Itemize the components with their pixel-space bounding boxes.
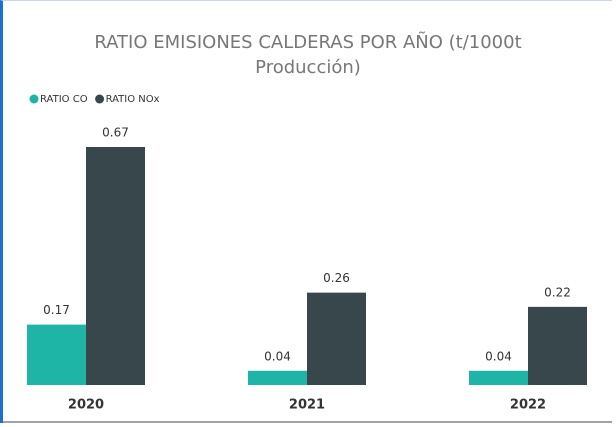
- legend-swatch: [95, 94, 105, 104]
- bar: [27, 324, 86, 385]
- bar: [528, 306, 587, 385]
- bar: [469, 370, 528, 385]
- legend-swatch: [29, 94, 39, 104]
- bar: [307, 292, 366, 385]
- bar: [248, 370, 307, 385]
- value-label: 0.04: [485, 349, 512, 363]
- legend-label: RATIO CO: [40, 94, 88, 105]
- bar: [86, 147, 145, 385]
- value-label: 0.26: [323, 271, 350, 285]
- value-label: 0.22: [544, 285, 571, 299]
- x-tick-label: 2021: [289, 398, 325, 413]
- x-tick-label: 2022: [510, 398, 546, 413]
- chart-title: RATIO EMISIONES CALDERAS POR AÑO (t/1000…: [94, 32, 522, 78]
- value-label: 0.04: [264, 349, 291, 363]
- value-label: 0.67: [102, 126, 129, 140]
- value-label: 0.17: [43, 303, 70, 317]
- legend-label: RATIO NOx: [106, 94, 160, 105]
- x-tick-label: 2020: [68, 398, 104, 413]
